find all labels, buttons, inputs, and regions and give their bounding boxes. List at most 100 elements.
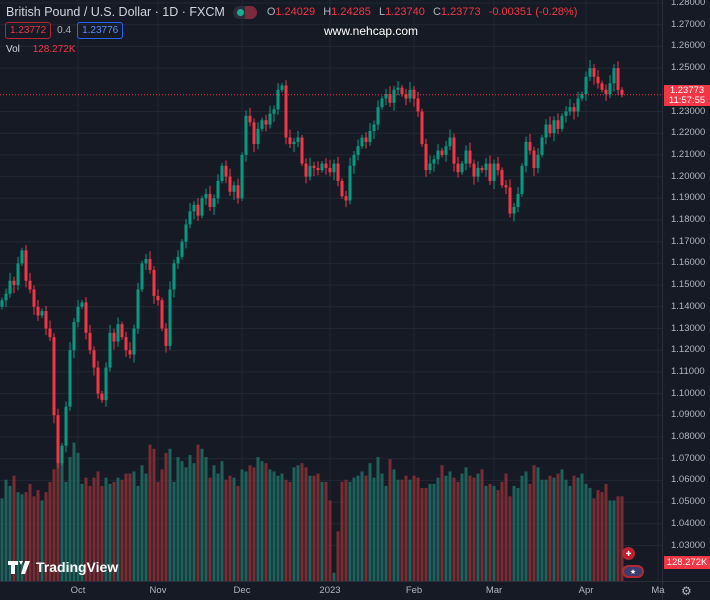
candle-body [544,124,548,138]
candle [304,158,308,184]
candle [4,288,8,307]
volume-label[interactable]: Vol [6,44,20,55]
candle-body [404,94,408,99]
candle [144,253,148,271]
candle-body [180,241,184,257]
volume-bar [604,483,608,581]
candle-body [372,124,376,132]
candle [292,137,296,153]
uk-event-flag-icon[interactable]: ✚ [622,547,635,560]
tradingview-logo[interactable]: TradingView [8,559,118,575]
candle [256,122,260,150]
volume-bar [224,479,228,581]
volume-bar [240,469,244,581]
volume-bar [328,500,332,581]
candle [288,129,292,149]
candle [88,324,92,355]
volume-bar [612,500,616,581]
volume-bar [92,477,96,581]
candle [612,64,616,92]
candle [568,99,572,116]
volume-bar [160,469,164,581]
candle-body [140,263,144,290]
settings-gear-icon[interactable]: ⚙ [681,584,692,598]
candle-body [160,300,164,329]
candle-body [244,115,248,155]
candle-body [236,185,240,199]
candle [528,133,532,155]
candle [420,108,424,147]
volume-bar [572,475,576,581]
bar-countdown: 11:57:55 [668,95,706,106]
sell-button[interactable]: 1.23772 [5,22,52,39]
volume-bar [400,479,404,581]
volume-bar [184,467,188,581]
volume-bar [536,467,540,581]
volume-bar [196,444,200,581]
price-tick-label: 1.16000 [671,257,706,269]
volume-bar [148,444,152,581]
candle [428,155,432,175]
candle [272,105,276,122]
volume-bar [116,477,120,581]
candle [580,91,584,102]
candle-body [572,107,576,112]
candle-body [532,150,536,168]
candle [268,105,272,129]
ohlc-values: O1.24029 H1.24285 L1.23740 C1.23773 -0.0… [267,6,583,18]
volume-bar [520,475,524,581]
candle-body [200,198,204,216]
volume-bar [488,483,492,581]
volume-bar [544,479,548,581]
candle [468,142,472,168]
volume-bar [180,461,184,581]
time-tick-label: Nov [149,585,167,596]
candle-body [196,204,200,216]
price-tick-label: 1.06000 [671,474,706,486]
volume-bar [368,463,372,581]
volume-bar [512,485,516,581]
candle [192,200,196,220]
price-tick-label: 1.28000 [671,0,706,8]
price-tick-label: 1.13000 [671,322,706,334]
volume-bar [212,465,216,581]
candle-body [336,163,340,181]
volume-bar [380,473,384,581]
candle-body [488,163,492,181]
candle [48,320,52,342]
volume-bar [308,475,312,581]
us-event-flag-icon[interactable]: ★ [622,565,644,578]
volume-bar [164,452,168,581]
symbol-title[interactable]: British Pound / U.S. Dollar · 1D · FXCM [6,5,225,19]
volume-bar [348,481,352,581]
candle-body [168,289,172,346]
candle [220,163,224,184]
candle-body [576,98,580,112]
price-tick-label: 1.15000 [671,279,706,291]
volume-bar [580,473,584,581]
candle-body [444,146,448,155]
candle [112,328,116,350]
candle [516,187,520,213]
candle-body [156,295,160,301]
candle [592,64,596,85]
price-tick-label: 1.03000 [671,539,706,551]
buy-button[interactable]: 1.23776 [77,22,124,39]
volume-bar [516,488,520,581]
candle-body [0,300,4,307]
market-status-toggle[interactable] [232,5,257,19]
candle-body [300,137,304,164]
candle [296,130,300,148]
candle-body [568,107,572,112]
open-value: 1.24029 [275,6,316,18]
candle [588,60,592,81]
volume-bar [560,469,564,581]
candle [164,323,168,353]
candle [228,168,232,196]
candle [24,245,28,288]
volume-bar [192,463,196,581]
candle-body [560,115,564,129]
candle [132,324,136,363]
volume-bar [228,475,232,581]
